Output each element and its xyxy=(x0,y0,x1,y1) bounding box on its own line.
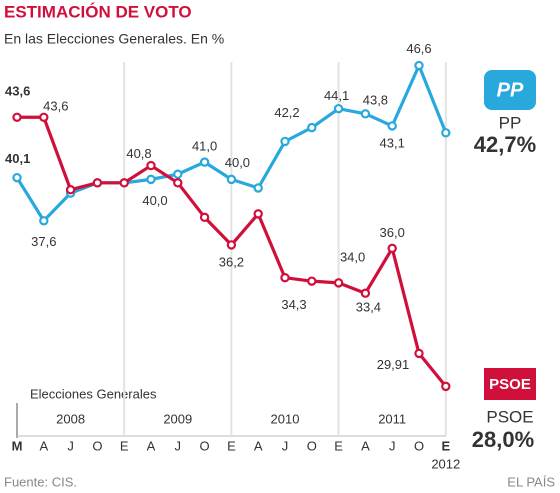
data-label: 46,6 xyxy=(406,41,431,56)
year-label: 2009 xyxy=(163,411,192,426)
data-label: 43,6 xyxy=(43,99,68,114)
point xyxy=(280,273,290,283)
point xyxy=(12,112,22,122)
point xyxy=(280,136,290,147)
point xyxy=(146,174,156,185)
point xyxy=(253,183,263,193)
legend-name: PP xyxy=(499,113,522,132)
point xyxy=(360,288,371,298)
publisher: EL PAÍS xyxy=(507,474,555,489)
source: Fuente: CIS. xyxy=(4,474,77,489)
data-label: 40,1 xyxy=(5,151,30,166)
year-label: 2011 xyxy=(378,411,406,426)
point xyxy=(173,169,183,179)
point xyxy=(307,276,317,286)
point xyxy=(39,216,49,226)
pp-logo-text: PP xyxy=(497,79,524,101)
point xyxy=(414,60,424,71)
psoe-logo xyxy=(484,368,536,400)
point xyxy=(441,381,451,392)
point xyxy=(226,240,237,250)
psoe-logo-text: PSOE xyxy=(489,376,531,393)
point xyxy=(333,278,344,288)
year-label: 2008 xyxy=(56,411,85,426)
x-tick-label: A xyxy=(361,438,370,453)
point xyxy=(146,160,156,171)
x-tick-label: M xyxy=(12,438,23,453)
data-label: 42,2 xyxy=(274,105,299,120)
x-tick-label: E xyxy=(120,438,129,453)
legend-name: PSOE xyxy=(486,407,533,426)
data-label: 43,1 xyxy=(380,135,405,150)
point xyxy=(39,112,49,122)
data-label: 36,2 xyxy=(219,254,244,269)
data-label: 43,6 xyxy=(5,84,30,99)
point xyxy=(173,178,183,188)
subtitle: En las Elecciones Generales. En % xyxy=(4,31,224,47)
data-label: 37,6 xyxy=(31,234,56,249)
point xyxy=(253,209,263,219)
point xyxy=(65,185,76,195)
point xyxy=(441,128,451,138)
data-label: 40,8 xyxy=(126,146,151,161)
data-label: 33,4 xyxy=(356,300,381,315)
data-label: 34,3 xyxy=(281,297,306,312)
annotation: Elecciones Generales xyxy=(30,386,157,401)
data-label: 36,0 xyxy=(380,225,405,240)
x-tick-label: A xyxy=(254,438,263,453)
x-tick-label: J xyxy=(67,438,74,453)
point xyxy=(307,122,317,133)
data-label: 44,1 xyxy=(324,88,349,103)
pp-logo xyxy=(484,70,536,110)
x-tick-label: E xyxy=(334,438,343,453)
x-tick-label: J xyxy=(389,438,396,453)
point xyxy=(119,178,129,188)
data-label: 40,0 xyxy=(142,193,167,208)
point xyxy=(360,109,371,119)
point xyxy=(387,121,397,131)
point xyxy=(387,243,397,254)
x-tick-label: J xyxy=(282,438,289,453)
point xyxy=(199,157,210,167)
point xyxy=(92,178,103,188)
data-label: 40,0 xyxy=(225,155,250,170)
x-tick-label: J xyxy=(175,438,182,453)
x-tick-label: E xyxy=(227,438,236,453)
point xyxy=(414,348,424,359)
x-tick-label: A xyxy=(39,438,48,453)
point xyxy=(199,212,210,223)
x-tick-label: O xyxy=(92,438,102,453)
point xyxy=(12,172,22,183)
x-tick-label: E xyxy=(441,438,450,453)
data-label: 43,8 xyxy=(363,92,388,107)
x-tick-label: O xyxy=(414,438,424,453)
x-tick-label: A xyxy=(147,438,156,453)
data-label: 41,0 xyxy=(192,139,217,154)
x-tick-label: O xyxy=(200,438,210,453)
point xyxy=(226,174,237,185)
legend-value: 28,0% xyxy=(472,427,534,452)
legend-value: 42,7% xyxy=(474,132,536,157)
x-tick-label: O xyxy=(307,438,317,453)
year-label: 2012 xyxy=(431,456,460,471)
data-label: 29,91 xyxy=(377,357,410,372)
year-label: 2010 xyxy=(271,411,300,426)
point xyxy=(333,103,344,114)
chart-title: ESTIMACIÓN DE VOTO xyxy=(4,2,192,21)
data-label: 34,0 xyxy=(340,249,365,264)
